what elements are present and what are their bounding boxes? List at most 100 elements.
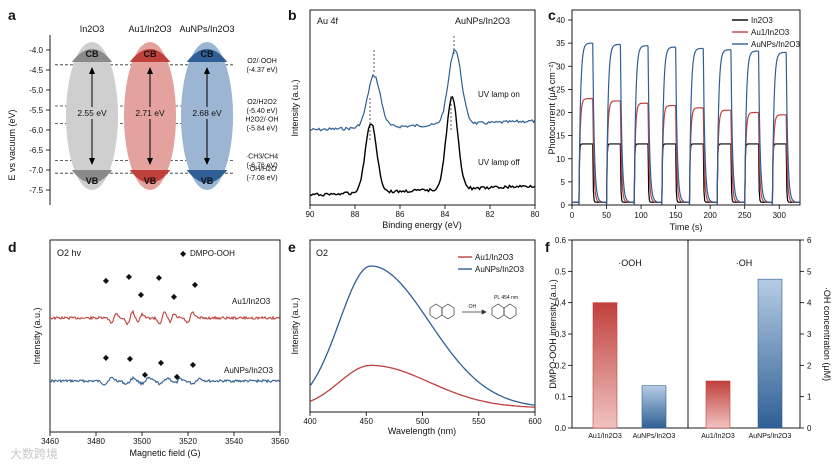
a-arrow-head-up [204, 67, 210, 74]
panel-f: f ·OOH ·OH Au1/In2O3 AuNPs/In2O3 Au1/In2O3… [545, 236, 832, 440]
d-peak-diamond: ◆ [190, 360, 197, 369]
panel-c-ticks: 0 5 10 15 20 25 30 35 40 0 50 100 150 200 250 300 [556, 16, 786, 220]
c-ytick-label: 25 [556, 85, 565, 94]
a-level-value: (-5.40 eV) [246, 108, 277, 115]
panel-d: d O2 hv ◆ DMPO-OOH ◆ ◆ ◆ ◆ ◆ ◆ ◆ ◆ ◆ ◆ ◆ ◆ Au1/In2O… [8, 239, 289, 458]
panel-b-label-off: UV lamp off [478, 158, 520, 167]
panel-b-frame [309, 9, 536, 206]
a-gap-label: 2.55 eV [77, 108, 107, 118]
panel-c-legend: In2O3 Au1/In2O3 AuNPs/In2O3 [732, 16, 800, 49]
b-xtick-label: 84 [441, 210, 450, 219]
d-peak-diamond: ◆ [158, 358, 165, 367]
panel-e-ylabel: Intensity (a.u.) [290, 297, 300, 354]
panel-f-bars: Au1/In2O3 AuNPs/In2O3 Au1/In2O3 AuNPs/In2O3 [588, 278, 792, 440]
d-peak-diamond: ◆ [174, 372, 181, 381]
a-column-name: AuNPs/In2O3 [179, 24, 234, 34]
d-peak-diamond: ◆ [171, 292, 178, 301]
panel-e-inset-label: PL 454 nm [494, 295, 518, 301]
c-xtick-label: 250 [738, 211, 752, 220]
panel-b-uv-on-curve [309, 49, 536, 132]
b-xtick-label: 90 [306, 210, 315, 219]
a-cb-label: CB [86, 49, 99, 59]
c-xtick-label: 150 [669, 211, 683, 220]
panel-b-title-right: AuNPs/In2O3 [455, 16, 510, 26]
a-arrow-head-down [204, 158, 210, 165]
f-category-label: Au1/In2O3 [588, 433, 622, 440]
a-level-label: H2O2/·OH [245, 117, 278, 124]
a-arrow-head-up [147, 67, 153, 74]
a-vb-cap [71, 170, 113, 183]
panel-b-x-ticks: 90 88 86 84 82 80 [306, 205, 540, 219]
c-xtick-label: 0 [570, 211, 575, 220]
f-ytick-right-label: 3 [807, 330, 812, 339]
a-level-value: (-4.37 eV) [246, 67, 277, 74]
panel-f-ylabel-left: DMPO-OOH intensity (a.u.) [548, 279, 558, 389]
panel-f-section-right: ·OH [736, 258, 753, 268]
f-bar [592, 302, 618, 429]
e-xtick-label: 550 [472, 417, 486, 426]
panel-a: a -4.0 -4.5 -5.0 -5.5 -6.0 -6.5 -7.0 -7.5 E vs … [7, 7, 279, 205]
d-peak-diamond: ◆ [126, 272, 133, 281]
a-level-label: O2/·OOH [247, 58, 277, 65]
panel-c-letter: c [548, 7, 556, 23]
f-bar [757, 278, 783, 429]
panel-e-title: O2 [316, 248, 328, 258]
a-column-name: Au1/In2O3 [128, 24, 171, 34]
panel-d-xlabel: Magnetic field (G) [129, 448, 200, 458]
a-cb-cap [129, 49, 171, 62]
e-xtick-label: 400 [303, 417, 317, 426]
panel-e-inset-reaction [429, 303, 517, 320]
d-peak-diamond: ◆ [103, 276, 110, 285]
d-xtick-label: 3480 [87, 437, 105, 446]
panel-a-letter: a [8, 7, 16, 23]
a-gap-bg [187, 107, 227, 119]
a-level-label: ·CH3/CH4 [246, 153, 278, 160]
a-column: In2O3 CB VB 2.55 eV [66, 24, 118, 190]
panel-e-aunps-curve [309, 265, 536, 406]
f-ytick-right-label: 6 [807, 236, 812, 245]
panel-f-letter: f [545, 239, 550, 255]
f-ytick-right-label: 0 [807, 424, 812, 433]
a-level-value: (-5.84 eV) [246, 126, 277, 133]
panel-f-section-left: ·OOH [618, 258, 642, 268]
a-arrow-head-up [89, 67, 95, 74]
c-ytick-label: 40 [556, 16, 565, 25]
f-category-label: AuNPs/In2O3 [633, 433, 676, 440]
f-ytick-right-label: 5 [807, 267, 812, 276]
a-arrow-head-down [147, 158, 153, 165]
a-vb-label: VB [201, 176, 214, 186]
watermark: 大数跨境 [10, 446, 58, 461]
d-peak-diamond: ◆ [142, 370, 149, 379]
a-vb-cap [129, 170, 171, 183]
a-cb-label: CB [201, 49, 214, 59]
f-ytick-left-label: 0.2 [555, 361, 567, 370]
d-xtick-label: 3540 [225, 437, 243, 446]
legend-au1: Au1/In2O3 [751, 28, 790, 37]
panel-d-legend-marker: ◆ [180, 249, 187, 258]
d-peak-diamond: ◆ [192, 280, 199, 289]
panel-f-ylabel-right: ·OH concentration (μM) [822, 287, 832, 381]
panel-f-ticks: 0.0 0.1 0.2 0.3 0.4 0.5 0.6 0 1 2 3 4 5 6 [555, 236, 812, 433]
panel-c-series-aunps [572, 42, 801, 206]
legend-aunps: AuNPs/In2O3 [475, 265, 524, 274]
panel-e-legend: Au1/In2O3 AuNPs/In2O3 [458, 253, 524, 274]
b-xtick-label: 82 [486, 210, 495, 219]
b-xtick-label: 88 [351, 210, 360, 219]
a-level-value: (-7.08 eV) [246, 175, 277, 182]
panel-b-ylabel: Intensity (a.u.) [290, 79, 300, 136]
panel-d-aunps-spectrum [50, 375, 281, 387]
panel-c: c 0 5 10 15 20 25 30 35 40 0 50 100 150 200 250 300 In2… [547, 7, 801, 232]
f-ytick-left-label: 0.3 [555, 330, 567, 339]
a-cb-cap [186, 49, 228, 62]
e-xtick-label: 600 [528, 417, 542, 426]
a-gap-bg [72, 107, 112, 119]
d-xtick-label: 3520 [179, 437, 197, 446]
c-xtick-label: 200 [704, 211, 718, 220]
f-ytick-left-label: 0.0 [555, 424, 567, 433]
a-arrow-head-down [89, 158, 95, 165]
f-category-label: Au1/In2O3 [701, 433, 735, 440]
panel-b-label-on: UV lamp on [478, 90, 520, 99]
f-ytick-left-label: 0.4 [555, 299, 567, 308]
panel-a-ylabel: E vs vacuum (eV) [7, 109, 17, 180]
panel-e-letter: e [288, 239, 296, 255]
